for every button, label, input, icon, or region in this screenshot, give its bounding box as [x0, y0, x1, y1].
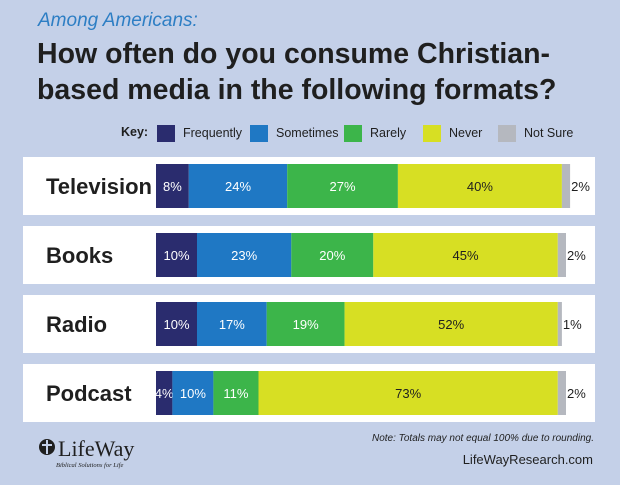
data-label-television-never: 40% [467, 179, 493, 194]
bar-radio-not-sure [557, 302, 562, 346]
footnote: Note: Totals may not equal 100% due to r… [371, 433, 594, 444]
bar-radio-sometimes [197, 302, 267, 346]
bar-television-never [397, 164, 562, 208]
category-label-books: Books [46, 243, 113, 268]
bar-books-not-sure [557, 233, 566, 277]
bar-television-frequently [156, 164, 189, 208]
bar-radio-frequently [156, 302, 197, 346]
lifeway-logo-mark: LifeWay Biblical Solutions for Life [39, 436, 134, 469]
data-label-radio-sometimes: 17% [219, 317, 245, 332]
category-label-radio: Radio [46, 312, 107, 337]
data-label-radio-not-sure: 1% [563, 317, 582, 332]
data-label-television-not-sure: 2% [571, 179, 590, 194]
bar-television-rarely [287, 164, 398, 208]
data-label-books-sometimes: 23% [231, 248, 257, 263]
lifeway-logo: LifeWay Biblical Solutions for Life [38, 436, 148, 475]
logo-tagline: Biblical Solutions for Life [56, 462, 123, 469]
bar-books-never [373, 233, 558, 277]
data-label-books-frequently: 10% [163, 248, 189, 263]
bar-books-frequently [156, 233, 197, 277]
legend-item-frequently: Frequently [157, 123, 242, 143]
category-label-television: Television [46, 174, 152, 199]
bar-books-rarely [291, 233, 374, 277]
legend-item-rarely: Rarely [344, 123, 406, 143]
legend-swatch-frequently [157, 124, 175, 142]
bar-podcast-not-sure [557, 371, 566, 415]
bar-podcast-sometimes [172, 371, 214, 415]
data-label-podcast-not-sure: 2% [567, 386, 586, 401]
legend-item-sometimes: Sometimes [250, 123, 339, 143]
legend-text-rarely: Rarely [370, 126, 407, 140]
bar-podcast-rarely [213, 371, 259, 415]
logo-wordmark: LifeWay [58, 436, 134, 461]
bar-radio-never [344, 302, 558, 346]
data-label-radio-rarely: 19% [293, 317, 319, 332]
data-label-television-sometimes: 24% [225, 179, 251, 194]
legend-swatch-not-sure [498, 124, 516, 142]
chart-subtitle: Among Americans: [38, 10, 198, 31]
bar-television-not-sure [561, 164, 571, 208]
data-label-podcast-frequently: 4% [155, 386, 174, 401]
data-label-books-rarely: 20% [319, 248, 345, 263]
legend-item-not-sure: Not Sure [498, 123, 573, 143]
legend-text-sometimes: Sometimes [276, 126, 339, 140]
legend-text-never: Never [449, 126, 483, 140]
bar-television-sometimes [188, 164, 288, 208]
legend: Key: Frequently Sometimes Rarely Never N… [0, 123, 620, 143]
bar-radio-rarely [266, 302, 345, 346]
legend-text-frequently: Frequently [183, 126, 243, 140]
legend-swatch-sometimes [250, 124, 268, 142]
source-url[interactable]: LifeWayResearch.com [462, 452, 593, 467]
data-label-radio-frequently: 10% [163, 317, 189, 332]
data-label-books-never: 45% [453, 248, 479, 263]
data-label-radio-never: 52% [438, 317, 464, 332]
data-label-books-not-sure: 2% [567, 248, 586, 263]
bar-books-sometimes [197, 233, 292, 277]
bar-podcast-never [258, 371, 558, 415]
legend-swatch-never [423, 124, 441, 142]
legend-item-never: Never [423, 123, 482, 143]
legend-label: Key: [121, 125, 149, 139]
data-label-podcast-never: 73% [395, 386, 421, 401]
data-label-television-frequently: 8% [163, 179, 182, 194]
data-label-podcast-sometimes: 10% [180, 386, 206, 401]
category-label-podcast: Podcast [46, 381, 132, 406]
legend-text-not-sure: Not Sure [524, 126, 574, 140]
data-label-podcast-rarely: 11% [223, 386, 248, 401]
chart-title: How often do you consume Christian-based… [37, 38, 557, 106]
data-label-television-rarely: 27% [330, 179, 356, 194]
legend-swatch-rarely [344, 124, 362, 142]
bar-podcast-frequently [156, 371, 173, 415]
